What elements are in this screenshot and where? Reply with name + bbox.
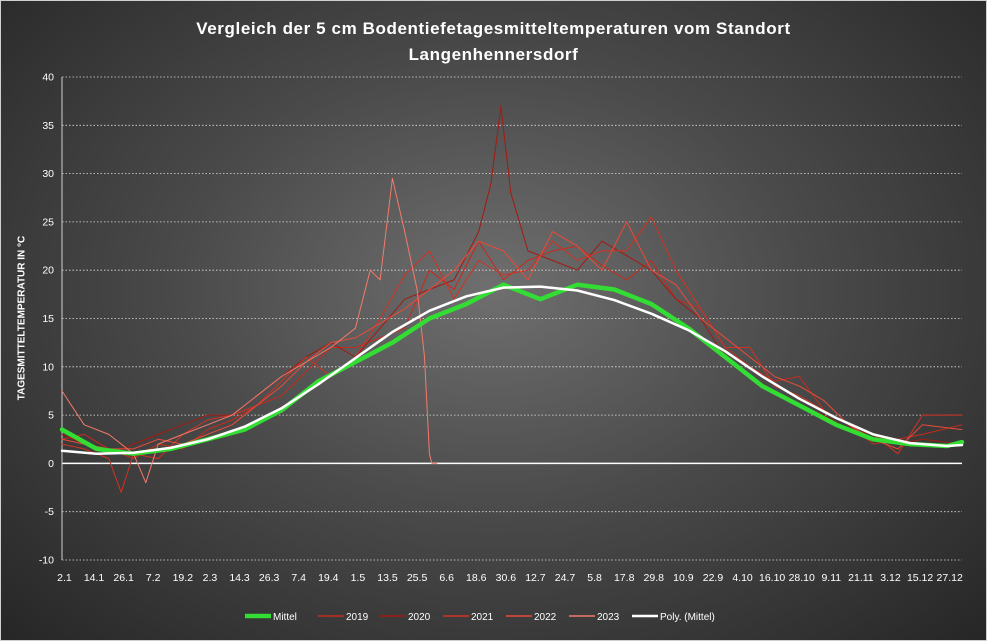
series-line-2021 — [61, 216, 963, 493]
legend-label: Mittel — [273, 612, 297, 623]
series-line-2020 — [61, 105, 963, 455]
x-tick-label: 6.6 — [439, 572, 454, 584]
x-tick-label: 9.11 — [821, 572, 841, 584]
legend-label: 2023 — [597, 612, 620, 623]
x-tick-label: 19.4 — [318, 572, 339, 584]
x-tick-label: 22.9 — [703, 572, 724, 584]
legend-label: Poly. (Mittel) — [660, 612, 715, 623]
axes: -10 -5 0 5 10 15 20 25 30 35 40 2.1 14.1 26.1 7.2 19.2 2… — [39, 72, 963, 585]
legend-label: 2019 — [346, 612, 369, 623]
x-tick-label: 10.9 — [673, 572, 694, 584]
chart-title: Vergleich der 5 cm Bodentiefetagesmittel… — [0, 16, 987, 68]
x-tick-label: 12.7 — [525, 572, 546, 584]
x-tick-label: 3.12 — [880, 572, 901, 584]
y-tick-label: 35 — [42, 120, 54, 132]
x-tick-label: 25.5 — [407, 572, 428, 584]
y-tick-label: 30 — [42, 168, 54, 180]
y-tick-label: 15 — [42, 313, 54, 325]
series-lines — [59, 105, 965, 493]
x-tick-label: 15.12 — [907, 572, 933, 584]
x-tick-label: 5.8 — [587, 572, 602, 584]
x-tick-label: 14.1 — [84, 572, 105, 584]
x-tick-label: 19.2 — [173, 572, 194, 584]
series-line-2023 — [61, 177, 438, 484]
series-line-poly-mittel — [60, 285, 964, 455]
x-tick-label: 27.12 — [937, 572, 963, 584]
x-tick-label: 24.7 — [555, 572, 576, 584]
x-tick-label: 1.5 — [351, 572, 366, 584]
x-tick-label: 4.10 — [732, 572, 753, 584]
y-tick-label: 40 — [42, 72, 54, 84]
legend: Mittel 2019 2020 2021 2022 2023 Poly. (Mittel) — [245, 612, 715, 623]
y-tick-label: 20 — [42, 265, 54, 277]
x-tick-label: 17.8 — [614, 572, 635, 584]
series-line-2019 — [61, 240, 963, 460]
y-tick-label: 5 — [48, 410, 54, 422]
y-tick-label: 25 — [42, 216, 54, 228]
x-tick-label: 2.3 — [203, 572, 218, 584]
y-tick-label: -10 — [39, 555, 54, 567]
x-tick-label: 14.3 — [229, 572, 250, 584]
y-tick-label: 10 — [42, 361, 54, 373]
x-tick-label: 29.8 — [644, 572, 665, 584]
x-tick-label: 7.2 — [146, 572, 161, 584]
gridlines — [62, 76, 962, 561]
y-tick-label: 0 — [48, 458, 54, 470]
x-tick-label: 28.10 — [789, 572, 815, 584]
x-tick-label: 7.4 — [291, 572, 306, 584]
x-tick-label: 30.6 — [496, 572, 517, 584]
y-tick-label: -5 — [45, 506, 54, 518]
x-tick-label: 26.1 — [113, 572, 134, 584]
legend-label: 2022 — [534, 612, 557, 623]
chart-title-line-2: Langenhennersdorf — [408, 45, 579, 64]
legend-label: 2021 — [471, 612, 494, 623]
x-tick-label: 18.6 — [466, 572, 487, 584]
x-tick-label: 2.1 — [57, 572, 72, 584]
x-tick-label: 21.11 — [848, 572, 874, 584]
x-tick-label: 13.5 — [377, 572, 398, 584]
legend-label: 2020 — [408, 612, 431, 623]
x-tick-label: 16.10 — [759, 572, 785, 584]
series-line-2022 — [61, 221, 963, 450]
x-tick-label: 26.3 — [259, 572, 280, 584]
chart-title-line-1: Vergleich der 5 cm Bodentiefetagesmittel… — [196, 19, 791, 38]
